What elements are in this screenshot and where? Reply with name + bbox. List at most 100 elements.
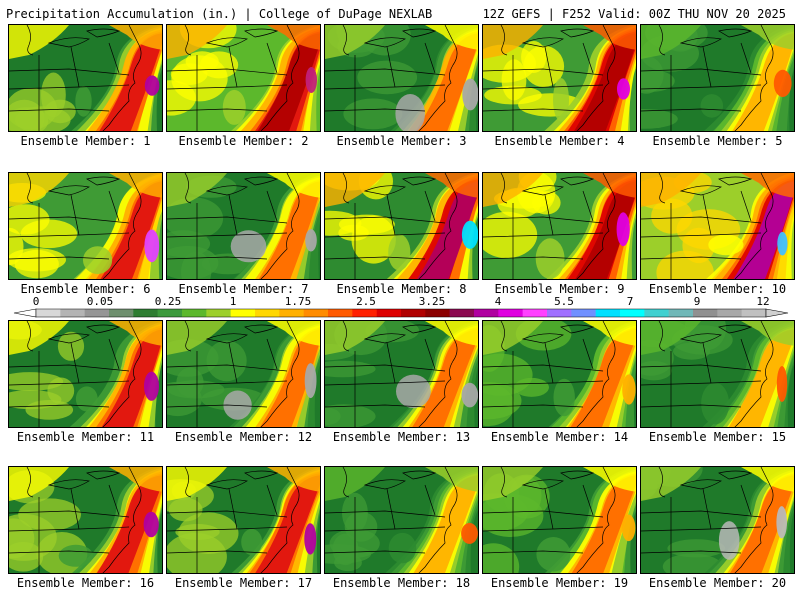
map-line: [402, 470, 437, 480]
map-line: [70, 46, 80, 88]
colorbar-tick-label: 9: [693, 295, 701, 308]
map-line: [363, 479, 406, 490]
map-line: [260, 25, 300, 131]
map-line: [228, 46, 238, 88]
precip-max-core: [461, 220, 478, 249]
precipitation-map-graphic: [9, 321, 162, 427]
precip-contour: [357, 60, 418, 95]
map-line: [641, 364, 762, 372]
precip-contour: [222, 89, 246, 125]
map-line: [70, 194, 80, 236]
ensemble-member-label: Ensemble Member: 8: [336, 282, 467, 296]
precip-contour: [412, 329, 478, 427]
precip-contour: [641, 25, 701, 59]
precip-contour: [570, 329, 636, 427]
colorbar-segment: [352, 309, 377, 317]
precip-contour: [641, 467, 701, 501]
precip-contour: [230, 230, 267, 263]
map-line: [9, 256, 110, 260]
map-line: [9, 510, 130, 518]
precip-contour: [101, 329, 162, 427]
ensemble-member-label: Ensemble Member: 19: [490, 576, 629, 590]
precipitation-map: [640, 24, 795, 132]
precip-contour: [514, 377, 549, 397]
map-line: [560, 470, 595, 480]
map-line: [244, 176, 279, 186]
precip-contour: [9, 518, 35, 559]
map-line: [500, 467, 508, 498]
map-line: [325, 108, 426, 112]
ensemble-member-label: Ensemble Member: 4: [494, 134, 625, 148]
precipitation-map-graphic: [9, 467, 162, 573]
colorbar-segment: [109, 309, 134, 317]
colorbar-tick-label: 7: [626, 295, 634, 308]
precip-contour: [325, 25, 385, 59]
precip-contour: [732, 33, 794, 131]
precipitation-map: [324, 466, 479, 574]
precip-max-core: [144, 229, 160, 263]
map-line: [325, 68, 446, 76]
map-line: [641, 108, 742, 112]
map-line: [483, 364, 604, 372]
precip-contour: [553, 78, 569, 122]
boundary-lines: [9, 173, 142, 279]
colorbar-segment: [449, 309, 475, 317]
map-line: [641, 68, 762, 76]
map-line: [424, 190, 436, 222]
precip-contour: [9, 248, 66, 272]
precip-contour: [255, 475, 320, 573]
colorbar-segment: [401, 309, 426, 317]
ensemble-row: Ensemble Member: 11 Ensemble Member: 12 En…: [0, 320, 800, 460]
map-line: [679, 37, 722, 48]
boundary-lines: [641, 25, 774, 131]
map-line: [205, 479, 248, 490]
precip-contour: [574, 33, 636, 131]
map-line: [167, 550, 268, 554]
precip-max-core: [616, 212, 630, 247]
colorbar-tick-label: 0.05: [86, 295, 114, 308]
boundary-lines: [167, 467, 300, 573]
precip-contour: [641, 70, 675, 92]
boundary-lines: [167, 321, 300, 427]
boundary-lines: [9, 321, 142, 427]
map-line: [718, 176, 753, 186]
colorbar-segment: [303, 309, 329, 317]
precipitation-map: [482, 320, 637, 428]
precipitation-map-graphic: [167, 467, 320, 573]
map-line: [402, 176, 437, 186]
precip-contour: [9, 467, 69, 501]
precip-contour: [176, 367, 204, 398]
colorbar-tick-label: 0.25: [154, 295, 182, 308]
map-line: [167, 108, 268, 112]
ensemble-member-label: Ensemble Member: 13: [332, 430, 471, 444]
map-line: [184, 321, 192, 352]
colorbar-tick-label: 2.5: [356, 295, 376, 308]
ensemble-member-label: Ensemble Member: 2: [178, 134, 309, 148]
ensemble-member-label: Ensemble Member: 5: [652, 134, 783, 148]
map-line: [167, 404, 268, 408]
precip-contour: [575, 181, 636, 279]
ensemble-member-label: Ensemble Member: 10: [648, 282, 787, 296]
precip-contour: [185, 51, 219, 72]
ensemble-row: Ensemble Member: 1 Ensemble Member: 2 Ense…: [0, 24, 800, 164]
colorbar-segment: [36, 309, 61, 317]
ensemble-member-panel: Ensemble Member: 18: [324, 466, 479, 596]
precip-contour: [662, 553, 723, 573]
colorbar-tick-label: 1.75: [284, 295, 312, 308]
precip-contour: [99, 33, 162, 131]
precipitation-map: [324, 320, 479, 428]
map-line: [734, 25, 774, 131]
ensemble-member-panel: Ensemble Member: 11: [8, 320, 163, 450]
colorbar-left-arrow: [13, 308, 37, 318]
precip-contour: [641, 173, 701, 207]
run-info: 12Z GEFS | F252 Valid: 00Z THU NOV 20 20…: [482, 7, 786, 21]
precip-contour: [167, 321, 227, 355]
map-line: [102, 173, 142, 279]
precipitation-map: [8, 320, 163, 428]
map-line: [483, 216, 604, 224]
ensemble-member-label: Ensemble Member: 7: [178, 282, 309, 296]
map-line: [560, 176, 595, 186]
colorbar-segment: [182, 309, 207, 317]
precipitation-map-graphic: [641, 25, 794, 131]
precipitation-map: [482, 172, 637, 280]
